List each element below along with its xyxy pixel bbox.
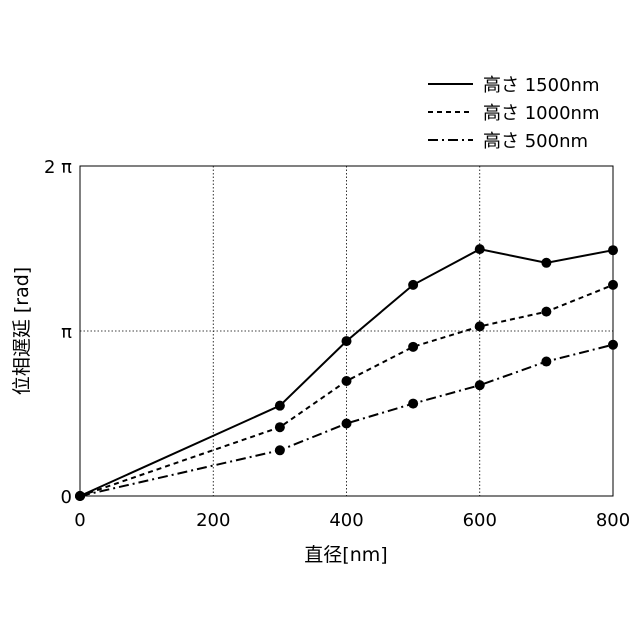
legend-label: 高さ 1000nm	[483, 103, 599, 124]
data-point	[608, 339, 618, 350]
data-point	[474, 244, 485, 255]
x-axis-label: 直径[nm]	[304, 544, 387, 566]
y-tick-label: 2 π	[44, 157, 72, 178]
legend-label: 高さ 500nm	[483, 131, 588, 152]
x-tick-label: 600	[463, 510, 497, 531]
data-point	[408, 341, 419, 352]
x-tick-label: 400	[329, 510, 363, 531]
grid-lines	[80, 166, 613, 496]
data-point	[341, 336, 352, 347]
legend: 高さ 1500nm 高さ 1000nm 高さ 500nm	[428, 75, 599, 152]
data-point	[408, 398, 419, 409]
x-tick-label: 0	[74, 510, 85, 531]
y-axis-label: 位相遅延 [rad]	[11, 267, 33, 395]
data-point	[474, 321, 485, 332]
data-point	[408, 279, 419, 290]
series-layer	[75, 244, 618, 501]
legend-label: 高さ 1500nm	[483, 75, 599, 96]
x-tick-label: 800	[596, 510, 630, 531]
data-point	[274, 445, 285, 456]
x-tick-labels: 0 200 400 600 800	[74, 510, 630, 531]
data-point	[474, 380, 485, 391]
data-point	[541, 356, 552, 367]
data-point	[608, 279, 618, 290]
series-3	[75, 339, 618, 501]
data-point	[274, 400, 285, 411]
plot-frame	[79, 165, 614, 497]
data-point	[75, 491, 85, 501]
data-point	[541, 257, 552, 268]
data-point	[341, 418, 352, 429]
y-tick-labels: 0 π 2 π	[44, 157, 72, 508]
data-point	[541, 306, 552, 317]
y-tick-label: 0	[61, 487, 72, 508]
y-tick-label: π	[61, 322, 72, 343]
x-tick-label: 200	[196, 510, 230, 531]
data-point	[341, 375, 352, 386]
data-point	[274, 422, 285, 433]
data-point	[608, 245, 618, 256]
